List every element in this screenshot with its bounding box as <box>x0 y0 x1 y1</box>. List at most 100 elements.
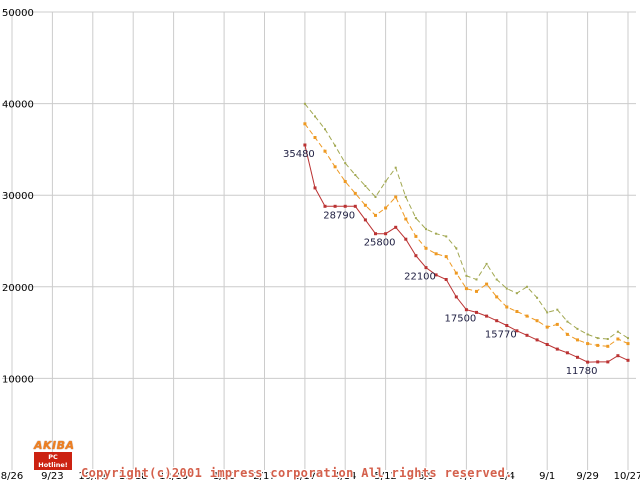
marker-average-price <box>606 344 610 348</box>
marker-highest-price <box>606 338 609 340</box>
marker-highest-price <box>536 296 539 299</box>
marker-average-price <box>464 287 468 291</box>
marker-highest-price <box>303 102 306 105</box>
marker-average-price <box>454 271 458 275</box>
marker-average-price <box>616 337 620 341</box>
marker-average-price <box>475 289 478 293</box>
marker-lowest-price <box>495 319 499 323</box>
marker-average-price <box>434 252 438 256</box>
marker-highest-price <box>354 174 357 176</box>
marker-highest-price <box>627 337 629 340</box>
marker-average-price <box>303 122 307 126</box>
marker-highest-price <box>566 320 569 323</box>
marker-highest-price <box>344 162 347 165</box>
x-axis-tick-label: 1/20 <box>213 471 235 480</box>
marker-lowest-price <box>333 204 337 208</box>
marker-lowest-price <box>464 308 468 312</box>
marker-highest-price <box>455 247 458 250</box>
marker-highest-price <box>616 330 619 333</box>
logo-pc-hotline-text: PC Hotline! <box>34 452 72 470</box>
marker-lowest-price <box>313 186 317 190</box>
marker-lowest-price <box>454 295 458 299</box>
x-axis-tick-label: 9/1 <box>539 471 555 480</box>
marker-highest-price <box>314 115 316 118</box>
marker-lowest-price <box>404 237 408 241</box>
marker-lowest-price <box>343 204 347 208</box>
marker-average-price <box>505 305 509 309</box>
marker-average-price <box>515 310 519 313</box>
x-axis-tick-label: 6/9 <box>418 471 434 480</box>
marker-highest-price <box>556 308 559 311</box>
marker-highest-price <box>576 327 579 330</box>
x-axis-tick-label: 2/17 <box>253 471 275 480</box>
price-annotation: 15770 <box>485 330 517 341</box>
marker-highest-price <box>374 196 377 198</box>
y-axis-tick-label: 10000 <box>2 374 34 385</box>
marker-average-price <box>363 203 367 207</box>
price-annotation: 11780 <box>566 366 598 377</box>
x-axis-tick-label: 9/29 <box>576 471 598 480</box>
marker-lowest-price <box>626 358 630 362</box>
marker-average-price <box>374 213 377 217</box>
marker-average-price <box>485 282 489 286</box>
marker-average-price <box>333 165 337 169</box>
marker-lowest-price <box>505 324 509 327</box>
marker-lowest-price <box>475 310 478 314</box>
marker-highest-price <box>596 337 599 340</box>
marker-average-price <box>394 195 398 199</box>
price-annotation: 28790 <box>323 210 355 221</box>
marker-highest-price <box>334 144 337 147</box>
marker-highest-price <box>546 311 549 314</box>
y-axis-tick-label: 20000 <box>2 283 34 294</box>
marker-average-price <box>323 149 327 153</box>
marker-lowest-price <box>424 266 428 270</box>
marker-lowest-price <box>525 333 529 337</box>
marker-average-price <box>586 342 590 346</box>
marker-highest-price <box>465 274 468 277</box>
price-annotation: 17500 <box>444 314 476 325</box>
x-axis-tick-label: 8/26 <box>1 471 23 480</box>
marker-highest-price <box>495 278 498 281</box>
marker-lowest-price <box>515 329 519 333</box>
marker-average-price <box>626 342 630 346</box>
marker-highest-price <box>586 333 589 336</box>
series-line-average-price <box>304 123 629 347</box>
marker-highest-price <box>384 180 387 183</box>
marker-average-price <box>545 325 549 329</box>
x-axis-tick-label: 3/17 <box>294 471 316 480</box>
marker-highest-price <box>526 285 528 288</box>
marker-lowest-price <box>353 204 357 208</box>
x-axis-tick-label: 8/4 <box>499 471 515 480</box>
x-axis-tick-label: 10/27 <box>614 471 640 480</box>
marker-lowest-price <box>374 232 377 236</box>
marker-lowest-price <box>414 254 418 258</box>
x-axis-tick-label: 7/7 <box>458 471 474 480</box>
marker-highest-price <box>435 232 438 235</box>
price-annotation: 25800 <box>364 238 396 249</box>
marker-lowest-price <box>434 273 438 277</box>
marker-lowest-price <box>363 218 367 222</box>
marker-lowest-price <box>565 351 569 355</box>
x-axis-tick-label: 12/16 <box>159 471 188 480</box>
watermark-overlay: AKIBA PC Hotline! Copyright(c)2001 impre… <box>34 440 513 480</box>
marker-highest-price <box>404 196 407 198</box>
marker-average-price <box>424 246 428 250</box>
marker-lowest-price <box>606 360 610 364</box>
x-axis-tick-label: 10/21 <box>78 471 107 480</box>
marker-average-price <box>596 343 600 347</box>
marker-average-price <box>353 191 357 195</box>
marker-average-price <box>414 234 418 238</box>
y-axis-tick-label: 50000 <box>2 8 34 19</box>
x-axis-tick-label: 4/14 <box>334 471 356 480</box>
marker-average-price <box>525 314 529 318</box>
marker-highest-price <box>425 228 427 231</box>
marker-highest-price <box>485 262 488 265</box>
logo-akiba-text: AKIBA <box>34 439 75 452</box>
marker-highest-price <box>324 128 326 131</box>
marker-lowest-price <box>323 204 327 208</box>
marker-average-price <box>444 255 448 259</box>
watermark-text-block: Copyright(c)2001 impress corporation All… <box>81 440 513 480</box>
marker-average-price <box>384 206 388 210</box>
